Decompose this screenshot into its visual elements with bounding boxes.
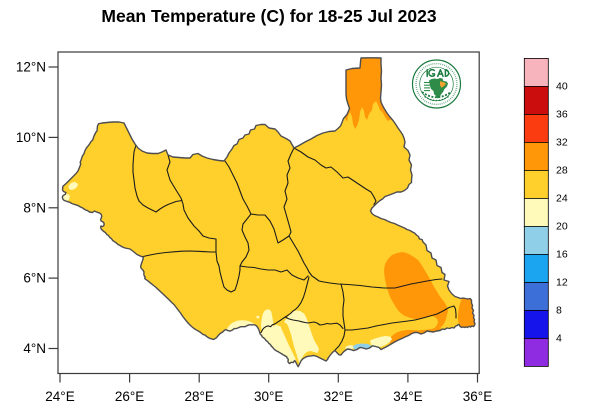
svg-text:28°E: 28°E — [184, 389, 213, 404]
svg-text:8°N: 8°N — [23, 200, 46, 215]
svg-text:10°N: 10°N — [16, 130, 46, 145]
svg-text:24: 24 — [556, 193, 568, 205]
svg-text:4: 4 — [556, 333, 562, 345]
svg-text:32: 32 — [556, 137, 568, 149]
svg-text:30°E: 30°E — [254, 389, 283, 404]
svg-text:34°E: 34°E — [393, 389, 422, 404]
svg-text:12: 12 — [556, 277, 568, 289]
svg-text:6°N: 6°N — [23, 271, 46, 286]
svg-text:4°N: 4°N — [23, 341, 46, 356]
svg-text:16: 16 — [556, 249, 568, 261]
svg-text:40: 40 — [556, 81, 568, 93]
svg-text:32°E: 32°E — [324, 389, 353, 404]
svg-text:36: 36 — [556, 109, 568, 121]
svg-text:20: 20 — [556, 221, 568, 233]
svg-text:12°N: 12°N — [16, 60, 46, 75]
svg-text:24°E: 24°E — [45, 389, 74, 404]
svg-text:28: 28 — [556, 165, 568, 177]
svg-text:36°E: 36°E — [463, 389, 492, 404]
svg-text:26°E: 26°E — [115, 389, 144, 404]
svg-text:8: 8 — [556, 305, 562, 317]
